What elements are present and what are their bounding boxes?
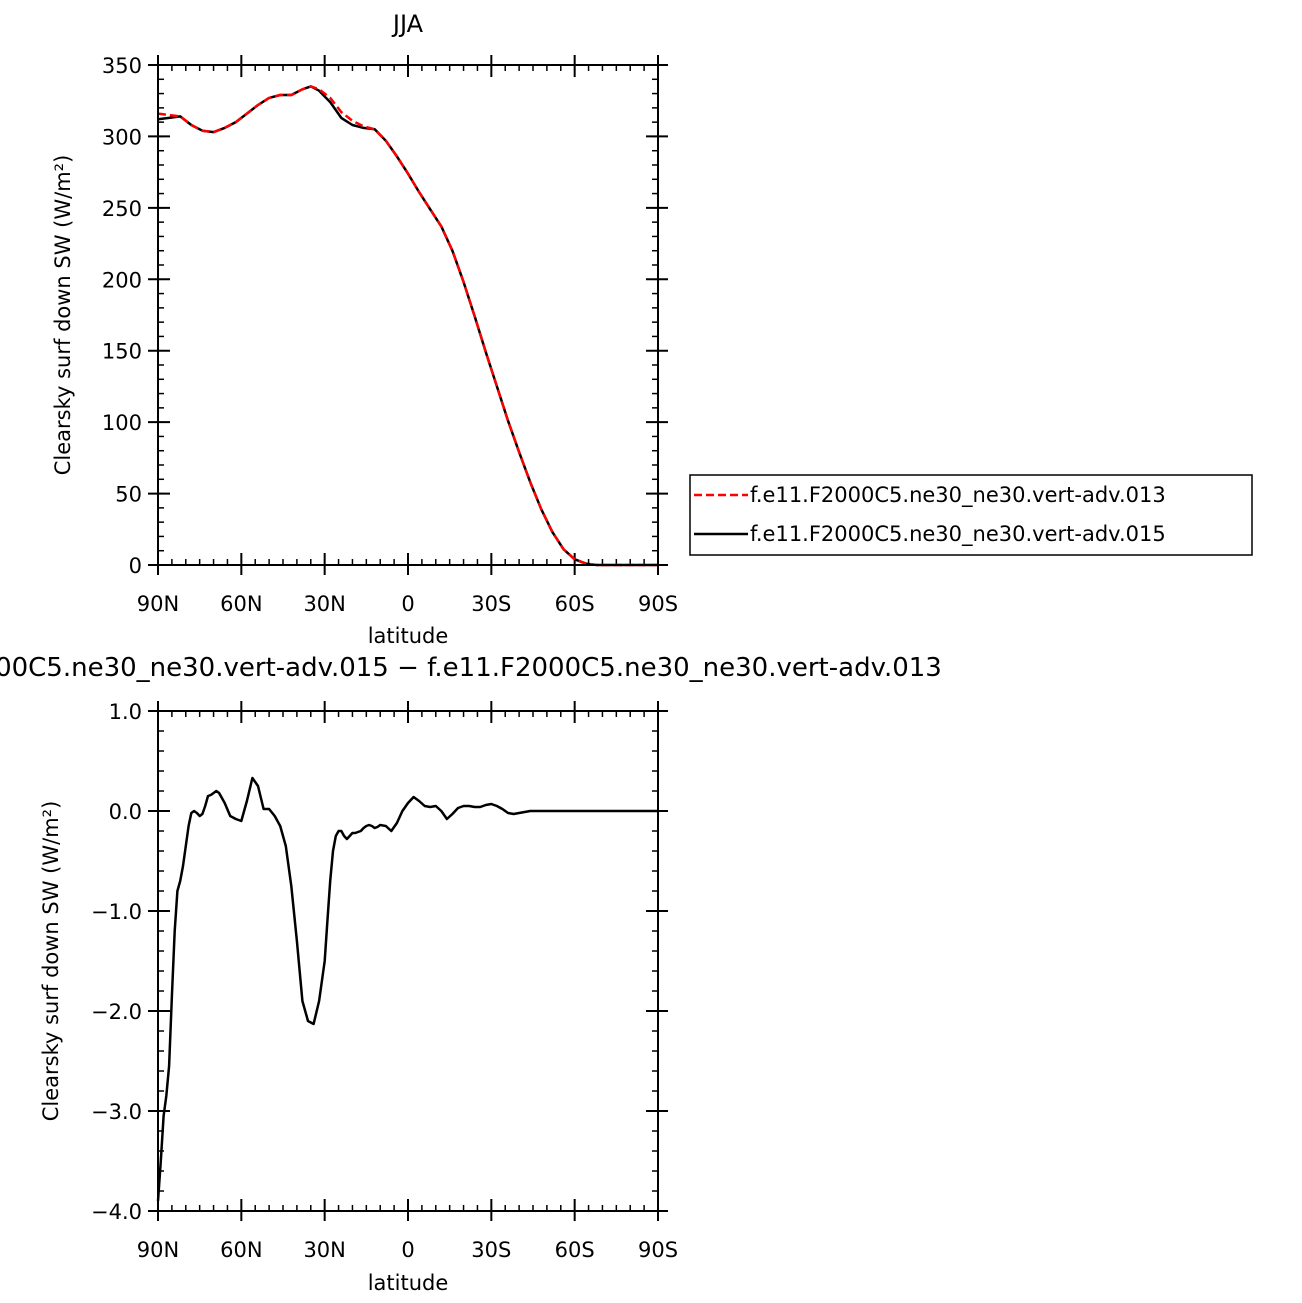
y-tick-label: 0.0 [109, 800, 142, 824]
series-line-0-1 [157, 85, 658, 567]
y-tick-label: −3.0 [91, 1100, 142, 1124]
legend-box [689, 474, 1253, 556]
y-tick-label: 300 [102, 125, 142, 149]
x-tick-label: 30N [303, 592, 345, 616]
y-tick-label: 250 [102, 197, 142, 221]
top-series-lines [157, 85, 658, 567]
legend-label-015: f.e11.F2000C5.ne30_ne30.vert-adv.015 [750, 522, 1166, 547]
series-line-1-0 [156, 776, 658, 1202]
top-y-axis-label: Clearsky surf down SW (W/m²) [51, 155, 75, 476]
legend-label-013: f.e11.F2000C5.ne30_ne30.vert-adv.013 [750, 483, 1166, 508]
top-x-tick-labels: 90N 60N 30N 0 30S 60S 90S [137, 592, 678, 616]
x-tick-label: 90S [638, 592, 678, 616]
y-tick-label: 50 [115, 483, 142, 507]
x-tick-label: 60N [220, 1238, 262, 1262]
x-tick-label: 90S [638, 1238, 678, 1262]
y-tick-label: 150 [102, 340, 142, 364]
y-tick-label: −1.0 [91, 900, 142, 924]
x-tick-label: 90N [137, 1238, 179, 1262]
x-tick-label: 60S [555, 1238, 595, 1262]
y-tick-label: −2.0 [91, 1000, 142, 1024]
x-tick-label: 60S [555, 592, 595, 616]
legend: f.e11.F2000C5.ne30_ne30.vert-adv.013 f.e… [689, 474, 1253, 556]
bottom-chart-title: f.e11.F2000C5.ne30_ne30.vert-adv.015 − f… [0, 653, 942, 683]
bottom-x-tick-labels: 90N 60N 30N 0 30S 60S 90S [137, 1238, 678, 1262]
top-y-tick-labels: 0 50 100 150 200 250 300 350 [102, 54, 142, 578]
top-panel: JJA 90N 60N 30N 0 30S 60S 90S 0 50 100 150 200 250 3… [51, 10, 1253, 648]
bottom-ticks [148, 701, 668, 1221]
series-line-0-0 [157, 85, 658, 567]
y-tick-label: −4.0 [91, 1200, 142, 1224]
top-plot-frame [157, 64, 659, 566]
bottom-x-axis-label: latitude [368, 1271, 449, 1295]
x-tick-label: 30S [471, 592, 511, 616]
y-tick-label: 350 [102, 54, 142, 78]
top-x-axis-label: latitude [368, 624, 449, 648]
y-tick-label: 0 [129, 554, 142, 578]
bottom-series-lines [156, 776, 658, 1202]
x-tick-label: 30S [471, 1238, 511, 1262]
top-ticks [148, 55, 668, 575]
y-tick-label: 200 [102, 268, 142, 292]
y-tick-label: 100 [102, 411, 142, 435]
x-tick-label: 90N [137, 592, 179, 616]
bottom-y-tick-labels: −4.0 −3.0 −2.0 −1.0 0.0 1.0 [91, 700, 142, 1224]
bottom-y-axis-label: Clearsky surf down SW (W/m²) [39, 801, 63, 1122]
x-tick-label: 60N [220, 592, 262, 616]
x-tick-label: 30N [303, 1238, 345, 1262]
y-tick-label: 1.0 [109, 700, 142, 724]
bottom-panel: f.e11.F2000C5.ne30_ne30.vert-adv.015 − f… [0, 653, 942, 1295]
x-tick-label: 0 [401, 592, 414, 616]
x-tick-label: 0 [401, 1238, 414, 1262]
bottom-plot-frame [157, 710, 659, 1212]
top-chart-title: JJA [391, 10, 424, 38]
